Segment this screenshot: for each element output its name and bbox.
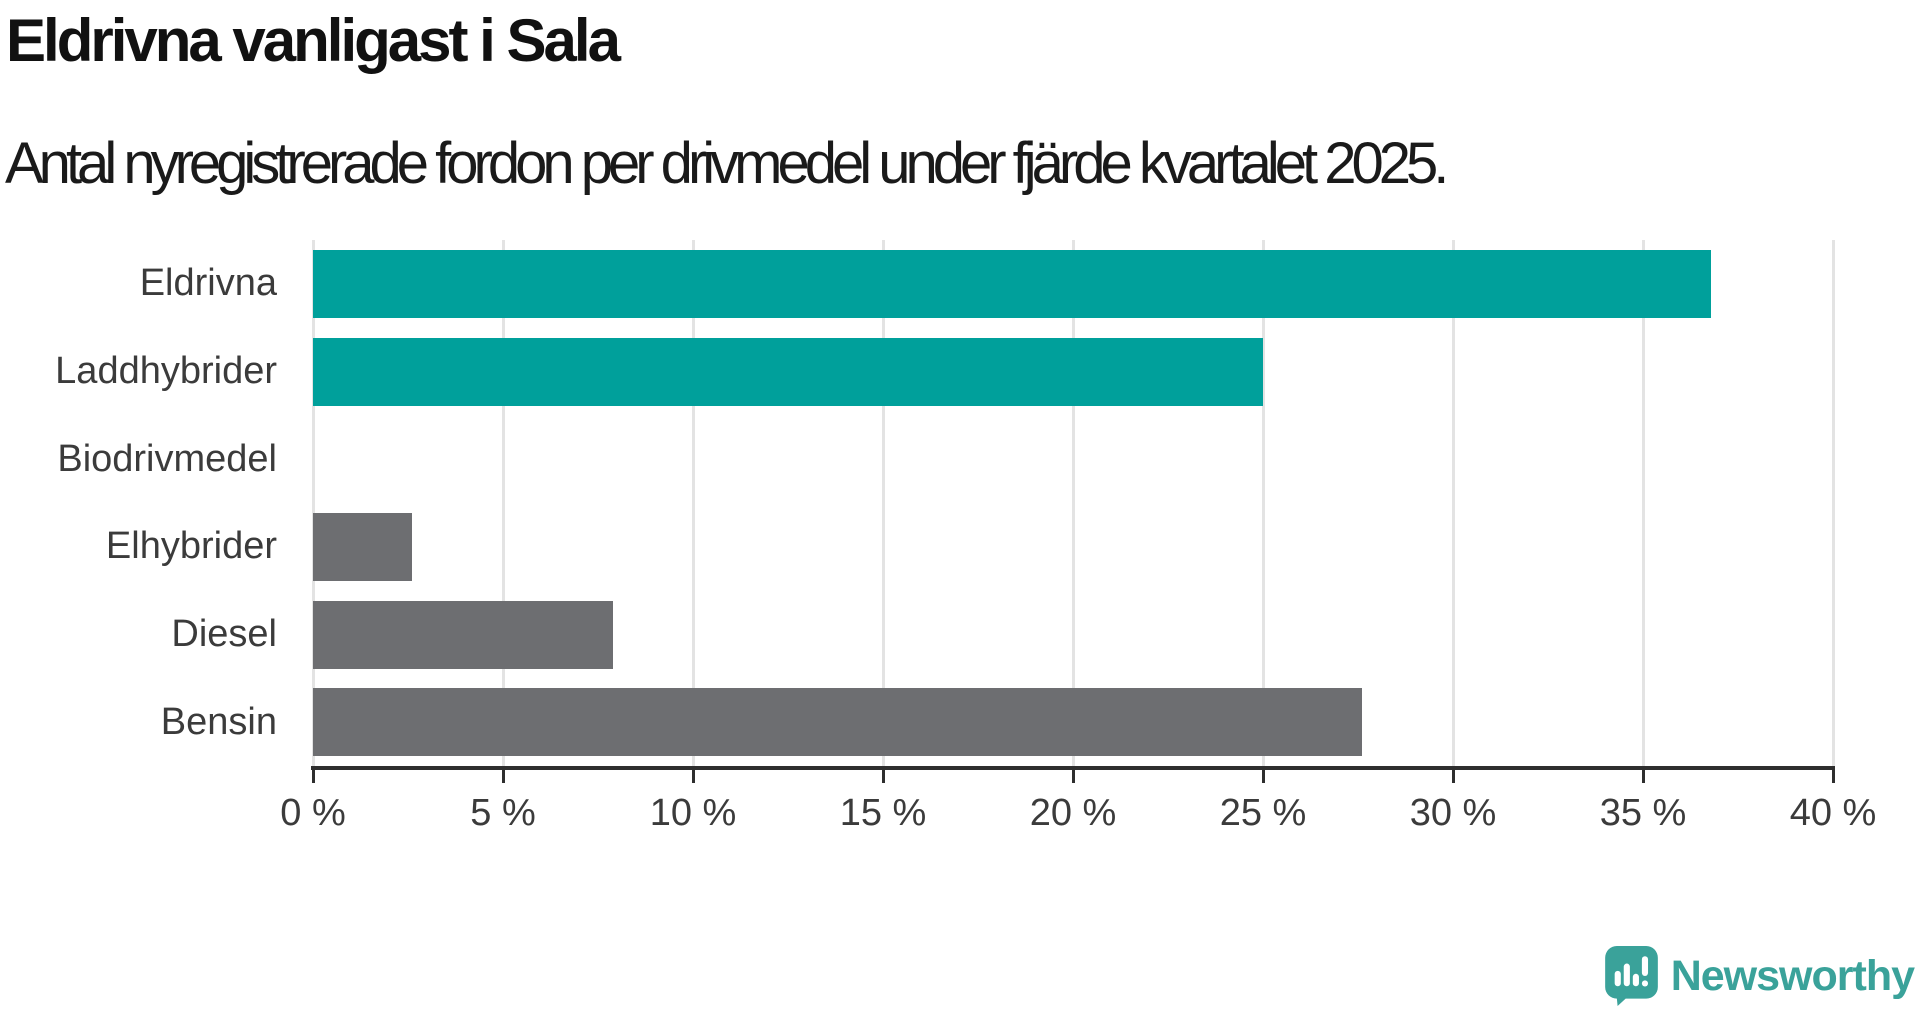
x-tick-label-35-percent: 35 %	[1599, 792, 1687, 834]
x-tick-label-15-percent: 15 %	[839, 792, 927, 834]
x-tick-label-5-percent: 5 %	[470, 792, 536, 834]
category-label-biodrivmedel: Biodrivmedel	[57, 437, 277, 480]
x-tick-30-percent	[1451, 770, 1455, 783]
x-axis-line	[311, 766, 1835, 770]
x-tick-5-percent	[501, 770, 505, 783]
x-tick-10-percent	[691, 770, 695, 783]
x-tick-label-25-percent: 25 %	[1219, 792, 1307, 834]
x-tick-20-percent	[1071, 770, 1075, 783]
x-tick-40-percent	[1831, 770, 1835, 783]
x-tick-label-10-percent: 10 %	[649, 792, 737, 834]
chart-subtitle: Antal nyregistrerade fordon per drivmede…	[5, 131, 1449, 196]
newsworthy-logo: Newsworthy	[1604, 944, 1915, 1008]
category-label-elhybrider: Elhybrider	[105, 525, 277, 568]
bar-diesel	[313, 600, 614, 669]
chart-title: Eldrivna vanligast i Sala	[6, 7, 621, 74]
newsworthy-wordmark: Newsworthy	[1670, 951, 1915, 1000]
newsworthy-speech-bubble-chart-icon	[1604, 946, 1658, 1006]
gridline-35-percent	[1641, 240, 1645, 766]
gridline-25-percent	[1261, 240, 1265, 766]
x-tick-label-0-percent: 0 %	[280, 792, 346, 834]
gridline-40-percent	[1831, 240, 1835, 766]
x-tick-label-20-percent: 20 %	[1029, 792, 1117, 834]
x-tick-label-40-percent: 40 %	[1789, 792, 1877, 834]
gridline-15-percent	[881, 240, 885, 766]
x-tick-label-30-percent: 30 %	[1409, 792, 1497, 834]
bar-laddhybrider	[313, 337, 1263, 406]
x-tick-35-percent	[1641, 770, 1645, 783]
gridline-20-percent	[1071, 240, 1075, 766]
gridline-5-percent	[501, 240, 505, 766]
bar-elhybrider	[313, 512, 412, 581]
x-tick-0-percent	[311, 770, 315, 783]
bar-bensin	[313, 688, 1362, 757]
category-label-bensin: Bensin	[160, 700, 277, 743]
bar-eldrivna	[313, 249, 1712, 318]
gridline-0-percent	[311, 240, 315, 766]
category-label-laddhybrider: Laddhybrider	[55, 349, 277, 392]
x-tick-15-percent	[881, 770, 885, 783]
x-tick-25-percent	[1261, 770, 1265, 783]
category-label-eldrivna: Eldrivna	[139, 262, 277, 305]
gridline-10-percent	[691, 240, 695, 766]
category-label-diesel: Diesel	[171, 612, 277, 655]
gridline-30-percent	[1451, 240, 1455, 766]
